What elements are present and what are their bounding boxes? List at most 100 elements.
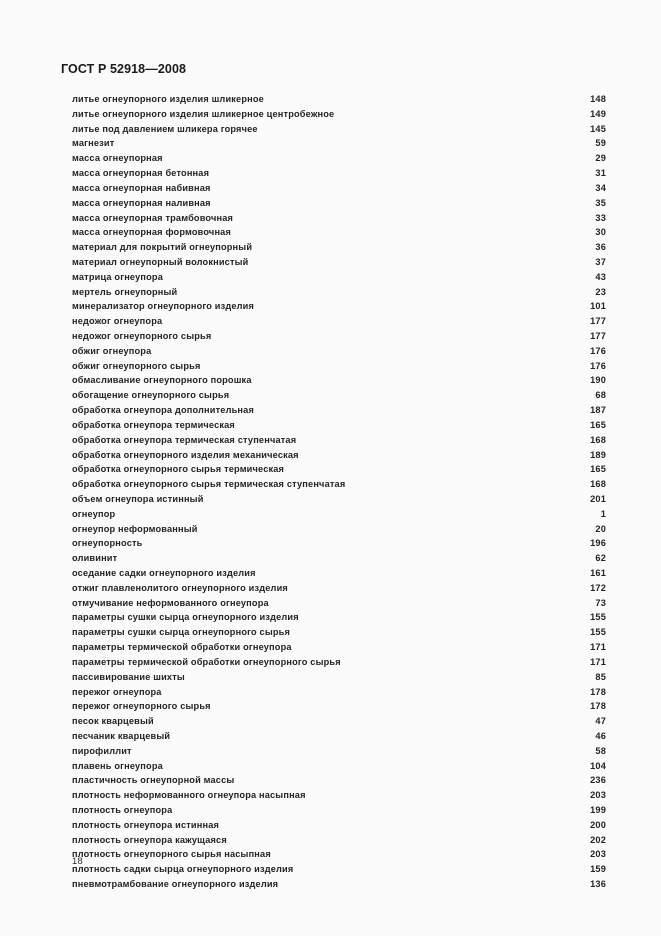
index-entry-page-number: 101 <box>590 301 606 312</box>
index-entry-row: материал огнеупорный волокнистый 37 <box>72 255 606 270</box>
index-entry-page-number: 187 <box>590 405 606 416</box>
index-entry-page-number: 73 <box>595 597 606 608</box>
index-entry-page-number: 168 <box>590 434 606 445</box>
index-entry-row: оседание садки огнеупорного изделия 161 <box>72 566 606 581</box>
index-entry-row: обработка огнеупорного сырья термическая… <box>72 462 606 477</box>
index-entry-page-number: 62 <box>595 553 606 564</box>
index-entry-term: масса огнеупорная формовочная <box>72 227 232 238</box>
index-entry-row: плотность огнеупора кажущаяся 202 <box>72 833 606 848</box>
index-entry-row: огнеупорность 196 <box>72 536 606 551</box>
index-entry-page-number: 148 <box>590 94 606 104</box>
index-entry-row: плотность неформованного огнеупора насып… <box>72 788 606 803</box>
index-entry-term: плотность огнеупора истинная <box>72 819 220 830</box>
index-entry-row: плотность садки сырца огнеупорного издел… <box>72 862 606 877</box>
index-entry-term: мертель огнеупорный <box>72 286 178 297</box>
index-entry-term: огнеупор <box>72 508 116 519</box>
index-entry-row: материал для покрытий огнеупорный 36 <box>72 240 606 255</box>
index-entry-page-number: 104 <box>590 760 606 771</box>
index-entry-row: обработка огнеупора термическая 165 <box>72 418 606 433</box>
index-entry-page-number: 85 <box>595 671 606 682</box>
index-entry-page-number: 178 <box>590 686 606 697</box>
index-entry-term: литье под давлением шликера горячее <box>72 123 258 134</box>
index-entry-term: обмасливание огнеупорного порошка <box>72 375 252 386</box>
index-entry-term: материал огнеупорный волокнистый <box>72 256 249 267</box>
index-entry-row: обработка огнеупора термическая ступенча… <box>72 433 606 448</box>
index-entry-page-number: 176 <box>590 360 606 371</box>
index-entry-row: пластичность огнеупорной массы 236 <box>72 773 606 788</box>
index-entry-page-number: 203 <box>590 790 606 801</box>
index-entry-term: пережог огнеупорного сырья <box>72 701 211 712</box>
index-entry-page-number: 200 <box>590 819 606 830</box>
index-entry-term: обогащение огнеупорного сырья <box>72 390 230 401</box>
index-entry-row: пневмотрамбование огнеупорного изделия 13… <box>72 877 606 892</box>
index-entry-row: обработка огнеупора дополнительная 187 <box>72 403 606 418</box>
index-entry-row: обогащение огнеупорного сырья 68 <box>72 388 606 403</box>
index-entry-row: плавень огнеупора 104 <box>72 759 606 774</box>
index-entry-term: минерализатор огнеупорного изделия <box>72 301 255 312</box>
alphabetical-index-list: литье огнеупорного изделия шликерное 148 л… <box>72 92 606 892</box>
index-entry-term: оливинит <box>72 553 118 564</box>
index-entry-term: масса огнеупорная набивная <box>72 182 211 193</box>
index-entry-page-number: 37 <box>595 256 606 267</box>
index-entry-page-number: 149 <box>590 108 606 119</box>
index-entry-term: плотность садки сырца огнеупорного издел… <box>72 864 294 875</box>
index-entry-term: параметры термической обработки огнеупор… <box>72 642 292 653</box>
index-entry-row: оливинит 62 <box>72 551 606 566</box>
index-entry-row: отмучивание неформованного огнеупора 73 <box>72 596 606 611</box>
index-entry-term: плавень огнеупора <box>72 760 163 771</box>
index-entry-row: огнеупор неформованный 20 <box>72 522 606 537</box>
index-entry-row: магнезит 59 <box>72 136 606 151</box>
index-entry-page-number: 165 <box>590 419 606 430</box>
index-entry-page-number: 43 <box>595 271 606 282</box>
index-entry-page-number: 136 <box>590 879 606 890</box>
index-entry-page-number: 155 <box>590 612 606 623</box>
index-entry-row: пережог огнеупора 178 <box>72 685 606 700</box>
index-entry-term: параметры сушки сырца огнеупорного сырья <box>72 627 291 638</box>
index-entry-page-number: 47 <box>595 716 606 727</box>
index-entry-term: огнеупорность <box>72 538 143 549</box>
index-entry-row: объем огнеупора истинный 201 <box>72 492 606 507</box>
index-entry-term: матрица огнеупора <box>72 271 163 282</box>
index-entry-page-number: 168 <box>590 479 606 490</box>
index-entry-page-number: 29 <box>595 153 606 164</box>
index-entry-term: пневмотрамбование огнеупорного изделия <box>72 879 279 890</box>
index-entry-term: объем огнеупора истинный <box>72 493 204 504</box>
index-entry-row: литье огнеупорного изделия шликерное 148 <box>72 92 606 107</box>
index-entry-row: масса огнеупорная наливная 35 <box>72 196 606 211</box>
index-entry-row: параметры термической обработки огнеупор… <box>72 640 606 655</box>
index-entry-page-number: 196 <box>590 538 606 549</box>
index-entry-row: недожог огнеупорного сырья 177 <box>72 329 606 344</box>
index-entry-page-number: 177 <box>590 316 606 327</box>
index-entry-term: плотность неформованного огнеупора насып… <box>72 790 306 801</box>
index-entry-term: плотность огнеупорного сырья насыпная <box>72 849 271 860</box>
index-entry-term: масса огнеупорная <box>72 153 163 164</box>
index-entry-page-number: 178 <box>590 701 606 712</box>
index-entry-page-number: 201 <box>590 493 606 504</box>
index-entry-term: огнеупор неформованный <box>72 523 198 534</box>
index-entry-row: плотность огнеупора 199 <box>72 803 606 818</box>
index-entry-row: масса огнеупорная формовочная 30 <box>72 225 606 240</box>
index-entry-page-number: 161 <box>590 568 606 578</box>
index-entry-page-number: 33 <box>595 212 606 223</box>
index-entry-row: отжиг плавленолитого огнеупорного издели… <box>72 581 606 596</box>
page-number-folio: 18 <box>72 855 84 866</box>
index-entry-term: пирофиллит <box>72 745 132 756</box>
index-entry-row: песчаник кварцевый 46 <box>72 729 606 744</box>
index-entry-page-number: 159 <box>590 864 606 875</box>
index-entry-term: обработка огнеупора дополнительная <box>72 405 254 416</box>
index-entry-page-number: 30 <box>595 227 606 238</box>
index-entry-term: обжиг огнеупорного сырья <box>72 360 201 371</box>
index-entry-term: недожог огнеупора <box>72 316 163 327</box>
index-entry-page-number: 23 <box>595 286 606 297</box>
index-entry-row: масса огнеупорная 29 <box>72 151 606 166</box>
index-entry-term: песчаник кварцевый <box>72 730 171 741</box>
index-entry-page-number: 68 <box>595 390 606 401</box>
index-entry-row: минерализатор огнеупорного изделия 101 <box>72 299 606 314</box>
index-entry-term: плотность огнеупора <box>72 805 173 815</box>
index-entry-term: обработка огнеупорного сырья термическая… <box>72 479 346 490</box>
index-entry-page-number: 236 <box>590 775 606 786</box>
index-entry-page-number: 172 <box>590 582 606 593</box>
index-entry-page-number: 155 <box>590 627 606 638</box>
index-entry-row: обжиг огнеупорного сырья 176 <box>72 359 606 374</box>
index-entry-page-number: 1 <box>600 508 606 519</box>
